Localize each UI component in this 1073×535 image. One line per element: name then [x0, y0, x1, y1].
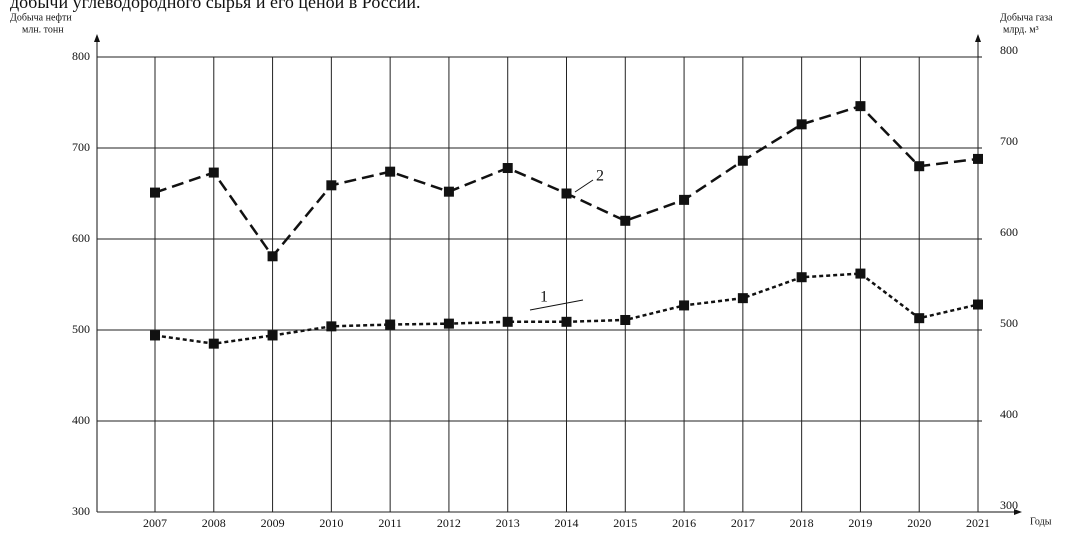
annotation-leader [529, 299, 584, 311]
point-marker [620, 215, 631, 226]
series-annotation: 1 [540, 289, 548, 306]
y2-tick-label: 700 [1000, 134, 1018, 148]
x-tick-label: 2021 [966, 516, 990, 530]
y-axis-label: млн. тонн [22, 24, 64, 35]
x-tick-label: 2008 [202, 516, 226, 530]
x-tick-label: 2014 [555, 516, 579, 530]
x-tick-label: 2020 [907, 516, 931, 530]
point-marker [502, 316, 513, 327]
point-marker [385, 166, 396, 177]
x-tick-label: 2011 [378, 516, 402, 530]
y2-axis-label: млрд. м³ [1003, 24, 1039, 35]
point-marker [973, 153, 983, 164]
x-tick-label: 2018 [790, 516, 814, 530]
point-marker [208, 167, 219, 178]
point-marker [973, 299, 983, 310]
point-marker [561, 316, 572, 327]
point-marker [385, 319, 396, 330]
point-marker [150, 330, 160, 341]
point-marker [914, 313, 925, 324]
y2-tick-label: 500 [1000, 316, 1018, 330]
y-tick-label: 500 [72, 322, 90, 336]
point-marker [326, 180, 337, 191]
y-tick-label: 700 [72, 140, 90, 154]
y2-tick-label: 400 [1000, 407, 1018, 421]
y2-tick-label: 300 [1000, 498, 1018, 512]
x-tick-label: 2019 [848, 516, 872, 530]
point-marker [855, 101, 866, 112]
annotation-leader [574, 179, 594, 193]
y2-axis-label: Добыча газа [1000, 12, 1053, 23]
x-tick-label: 2009 [261, 516, 285, 530]
y2-tick-label: 600 [1000, 225, 1018, 239]
series-annotation: 2 [596, 168, 604, 185]
axis-arrow [1014, 509, 1022, 515]
point-marker [443, 318, 454, 329]
y-tick-label: 400 [72, 413, 90, 427]
x-tick-label: 2010 [319, 516, 343, 530]
x-axis-label: Годы [1030, 516, 1052, 527]
point-marker [326, 321, 337, 332]
point-marker [796, 119, 807, 130]
y-tick-label: 300 [72, 504, 90, 518]
point-marker [150, 187, 160, 198]
x-tick-label: 2017 [731, 516, 755, 530]
axis-arrow [94, 34, 100, 42]
point-marker [267, 251, 278, 262]
point-marker [737, 293, 748, 304]
y2-tick-label: 800 [1000, 43, 1018, 57]
point-marker [502, 163, 513, 174]
point-marker [737, 155, 748, 166]
point-marker [914, 161, 925, 172]
point-marker [620, 314, 631, 325]
x-tick-label: 2016 [672, 516, 696, 530]
x-tick-label: 2012 [437, 516, 461, 530]
x-tick-label: 2013 [496, 516, 520, 530]
point-marker [443, 186, 454, 197]
y-tick-label: 800 [72, 49, 90, 63]
y-tick-label: 600 [72, 231, 90, 245]
point-marker [679, 300, 690, 311]
x-tick-label: 2015 [613, 516, 637, 530]
point-marker [267, 330, 278, 341]
axis-arrow [975, 34, 981, 42]
point-marker [208, 338, 219, 349]
point-marker [855, 268, 866, 279]
y-axis-label: Добыча нефти [10, 12, 72, 23]
chart-title: добычи углеводородного сырья и его ценой… [10, 0, 421, 12]
x-tick-label: 2007 [143, 516, 167, 530]
point-marker [796, 272, 807, 283]
point-marker [679, 194, 690, 205]
point-marker [561, 188, 572, 199]
